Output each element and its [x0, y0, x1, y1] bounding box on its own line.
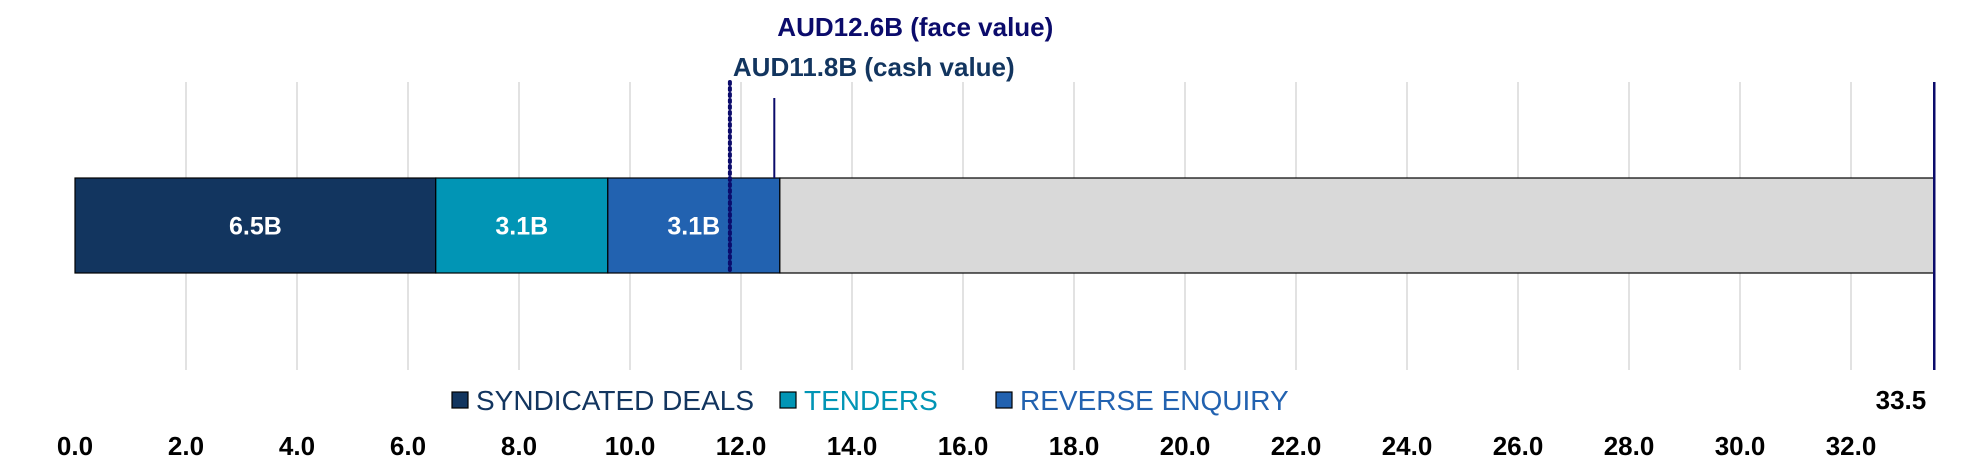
- x-tick-label: 30.0: [1715, 431, 1766, 461]
- segment-labels: 6.5B 3.1B 3.1B: [229, 213, 720, 241]
- legend-label: TENDERS: [804, 385, 938, 416]
- x-tick-label: 32.0: [1826, 431, 1877, 461]
- marker-lines: 33.5 AUD12.6B (face value) AUD11.8B (cash …: [727, 12, 1936, 415]
- bar-segment: [435, 177, 609, 274]
- x-tick-label: 22.0: [1271, 431, 1322, 461]
- bar-segment: [607, 177, 781, 274]
- legend: SYNDICATED DEALS TENDERS REVERSE ENQUIRY: [451, 385, 1289, 416]
- x-tick-label: 20.0: [1160, 431, 1211, 461]
- data-label: 3.1B: [667, 213, 720, 241]
- x-tick-label: 18.0: [1049, 431, 1100, 461]
- x-tick-label: 24.0: [1382, 431, 1433, 461]
- legend-swatch: [779, 391, 797, 409]
- legend-swatch: [451, 391, 469, 409]
- data-label: 6.5B: [229, 213, 282, 241]
- legend-label: SYNDICATED DEALS: [476, 385, 754, 416]
- x-tick-label: 14.0: [827, 431, 878, 461]
- bar-segments: [74, 177, 1935, 274]
- x-tick-label: 12.0: [716, 431, 767, 461]
- data-label: 3.1B: [495, 213, 548, 241]
- legend-label: REVERSE ENQUIRY: [1020, 385, 1289, 416]
- marker-label: AUD11.8B (cash value): [733, 52, 1015, 82]
- x-tick-label: 8.0: [501, 431, 537, 461]
- target-label: 33.5: [1876, 385, 1927, 415]
- bar-segment: [74, 177, 437, 274]
- x-tick-label: 26.0: [1493, 431, 1544, 461]
- legend-swatch: [995, 391, 1013, 409]
- marker-label: AUD12.6B (face value): [777, 12, 1053, 42]
- x-tick-label: 6.0: [390, 431, 426, 461]
- x-tick-label: 4.0: [279, 431, 315, 461]
- x-tick-label: 28.0: [1604, 431, 1655, 461]
- x-tick-label: 16.0: [938, 431, 989, 461]
- bar-remainder: [779, 177, 1935, 274]
- x-tick-label: 2.0: [168, 431, 204, 461]
- x-tick-label: 0.0: [57, 431, 93, 461]
- x-tick-label: 10.0: [605, 431, 656, 461]
- x-axis-ticks: 0.0 2.0 4.0 6.0 8.0 10.0 12.0 14.0 16.0 18.0 20.0 2…: [57, 431, 1876, 461]
